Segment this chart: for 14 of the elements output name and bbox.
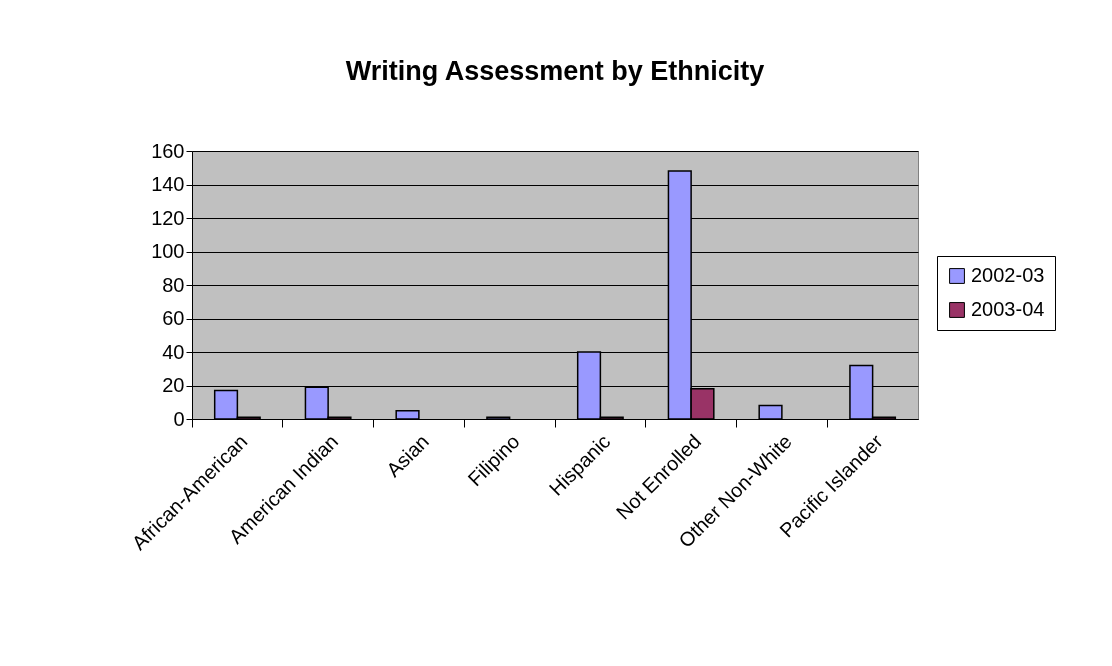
y-tick-label: 40: [162, 340, 185, 363]
legend-label: 2002-03: [971, 264, 1045, 286]
y-tick-label: 60: [162, 307, 185, 329]
y-tick-label: 20: [162, 374, 185, 396]
legend-label: 2003-04: [971, 298, 1045, 320]
bar: [395, 409, 420, 420]
y-tick-label: 140: [151, 173, 185, 195]
y-tick-label: 120: [151, 206, 185, 229]
y-tick-label: 0: [173, 407, 185, 430]
y-tick-label: 80: [162, 273, 185, 296]
y-tick-label: 100: [151, 240, 185, 262]
chart-title: Writing Assessment by Ethnicity: [345, 56, 765, 86]
y-tick-label: 160: [151, 139, 185, 162]
bar: [758, 404, 783, 420]
